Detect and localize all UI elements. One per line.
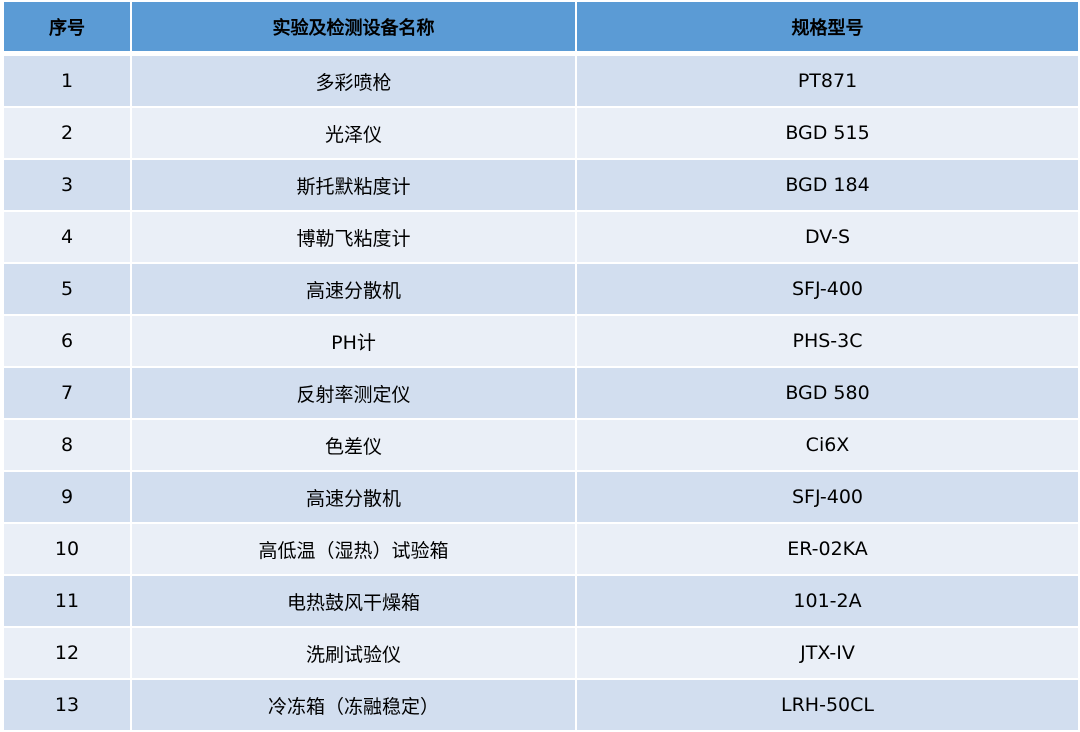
header-index: 序号 [4,2,130,56]
cell-equipment-name: PH计 [132,316,575,368]
cell-model: Ci6X [577,420,1078,472]
cell-model: BGD 515 [577,108,1078,160]
cell-model: ER-02KA [577,524,1078,576]
cell-index: 5 [4,264,130,316]
cell-equipment-name: 色差仪 [132,420,575,472]
table-row: 11 电热鼓风干燥箱 101-2A [4,576,1078,628]
cell-index: 8 [4,420,130,472]
cell-index: 12 [4,628,130,680]
cell-model: PHS-3C [577,316,1078,368]
table-row: 13 冷冻箱（冻融稳定） LRH-50CL [4,680,1078,732]
cell-index: 6 [4,316,130,368]
cell-index: 10 [4,524,130,576]
table-row: 10 高低温（湿热）试验箱 ER-02KA [4,524,1078,576]
cell-equipment-name: 反射率测定仪 [132,368,575,420]
table-row: 7 反射率测定仪 BGD 580 [4,368,1078,420]
cell-equipment-name: 多彩喷枪 [132,56,575,108]
cell-model: DV-S [577,212,1078,264]
cell-model: LRH-50CL [577,680,1078,732]
cell-model: JTX-IV [577,628,1078,680]
cell-equipment-name: 斯托默粘度计 [132,160,575,212]
header-row: 序号 实验及检测设备名称 规格型号 [4,2,1078,56]
cell-model: BGD 580 [577,368,1078,420]
table-row: 2 光泽仪 BGD 515 [4,108,1078,160]
cell-index: 7 [4,368,130,420]
cell-index: 11 [4,576,130,628]
cell-equipment-name: 高低温（湿热）试验箱 [132,524,575,576]
cell-index: 3 [4,160,130,212]
cell-equipment-name: 洗刷试验仪 [132,628,575,680]
header-model: 规格型号 [577,2,1078,56]
cell-index: 2 [4,108,130,160]
cell-index: 1 [4,56,130,108]
table-row: 4 博勒飞粘度计 DV-S [4,212,1078,264]
cell-equipment-name: 电热鼓风干燥箱 [132,576,575,628]
cell-equipment-name: 博勒飞粘度计 [132,212,575,264]
table-row: 3 斯托默粘度计 BGD 184 [4,160,1078,212]
cell-model: BGD 184 [577,160,1078,212]
cell-index: 4 [4,212,130,264]
table-row: 9 高速分散机 SFJ-400 [4,472,1078,524]
cell-model: 101-2A [577,576,1078,628]
cell-equipment-name: 冷冻箱（冻融稳定） [132,680,575,732]
table-row: 6 PH计 PHS-3C [4,316,1078,368]
table-row: 12 洗刷试验仪 JTX-IV [4,628,1078,680]
cell-model: PT871 [577,56,1078,108]
cell-equipment-name: 高速分散机 [132,264,575,316]
header-equipment-name: 实验及检测设备名称 [132,2,575,56]
cell-equipment-name: 高速分散机 [132,472,575,524]
cell-model: SFJ-400 [577,264,1078,316]
cell-index: 13 [4,680,130,732]
table-row: 8 色差仪 Ci6X [4,420,1078,472]
cell-model: SFJ-400 [577,472,1078,524]
table-row: 5 高速分散机 SFJ-400 [4,264,1078,316]
cell-index: 9 [4,472,130,524]
cell-equipment-name: 光泽仪 [132,108,575,160]
table-row: 1 多彩喷枪 PT871 [4,56,1078,108]
